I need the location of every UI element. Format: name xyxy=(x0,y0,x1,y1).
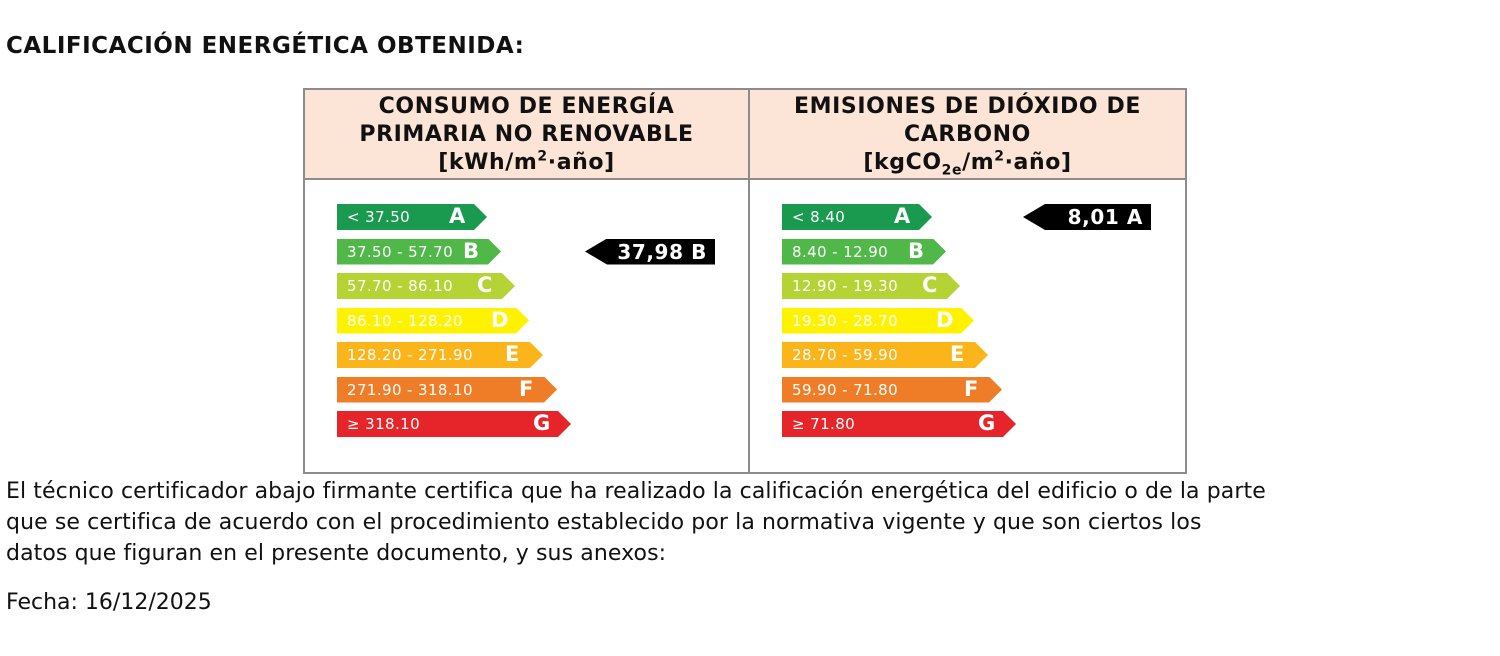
consumo-heading-line2: PRIMARIA NO RENOVABLE xyxy=(359,122,694,147)
rating-bar-range: 28.70 - 59.90 xyxy=(792,346,899,364)
certification-line: que se certifica de acuerdo con el proce… xyxy=(6,510,1202,535)
rating-bar-range: 57.70 - 86.10 xyxy=(347,277,454,295)
rating-bar-letter: B xyxy=(908,238,925,263)
rating-bar-letter: B xyxy=(463,238,480,263)
rating-bar-b: 37.50 - 57.70 B xyxy=(337,238,501,265)
rating-bar-range: 128.20 - 271.90 xyxy=(347,346,473,364)
rating-bar-letter: A xyxy=(894,204,911,228)
rating-bar-e: 128.20 - 271.90 E xyxy=(337,342,543,368)
consumo-header: CONSUMO DE ENERGÍA PRIMARIA NO RENOVABLE… xyxy=(305,90,748,180)
energy-rating-table: CONSUMO DE ENERGÍA PRIMARIA NO RENOVABLE… xyxy=(303,88,1187,474)
rating-bar-a: < 8.40 A xyxy=(782,204,932,230)
rating-bar-letter: G xyxy=(533,411,551,435)
document-title: CALIFICACIÓN ENERGÉTICA OBTENIDA: xyxy=(6,33,525,59)
rating-bar-c: 12.90 - 19.30 C xyxy=(782,273,960,299)
rating-bar-range: ≥ 318.10 xyxy=(347,415,421,433)
consumo-column: CONSUMO DE ENERGÍA PRIMARIA NO RENOVABLE… xyxy=(305,90,750,472)
rating-bar-letter: D xyxy=(936,307,954,332)
emisiones-unit: [kgCO2e/m2·año] xyxy=(863,148,1072,179)
emisiones-heading-line2: CARBONO xyxy=(904,122,1031,147)
rating-bar-range: < 8.40 xyxy=(792,208,846,226)
emisiones-column: EMISIONES DE DIÓXIDO DE CARBONO [kgCO2e/… xyxy=(750,90,1185,472)
rating-bar-letter: C xyxy=(477,273,493,297)
rating-bar-letter: F xyxy=(519,376,534,401)
rating-bar-c: 57.70 - 86.10 C xyxy=(337,273,515,299)
rating-indicator: 8,01 A xyxy=(1023,204,1151,230)
rating-bar-f: 271.90 - 318.10 F xyxy=(337,376,557,403)
rating-bar-a: < 37.50 A xyxy=(337,204,487,230)
emisiones-heading-line1: EMISIONES DE DIÓXIDO DE xyxy=(794,94,1141,119)
consumo-unit: [kWh/m2·año] xyxy=(438,148,615,175)
rating-bar-letter: A xyxy=(449,204,466,228)
rating-bar-range: 19.30 - 28.70 xyxy=(792,311,899,330)
rating-bar-letter: C xyxy=(922,273,938,297)
rating-bar-range: 271.90 - 318.10 xyxy=(347,380,473,399)
rating-bar-letter: G xyxy=(978,411,996,435)
rating-bar-letter: E xyxy=(505,342,520,366)
rating-bar-range: ≥ 71.80 xyxy=(792,415,856,433)
certification-date: Fecha: 16/12/2025 xyxy=(6,590,212,615)
rating-bar-range: 86.10 - 128.20 xyxy=(347,311,463,330)
emisiones-header: EMISIONES DE DIÓXIDO DE CARBONO [kgCO2e/… xyxy=(750,90,1185,180)
rating-bar-e: 28.70 - 59.90 E xyxy=(782,342,988,368)
rating-bar-letter: E xyxy=(950,342,965,366)
rating-bar-letter: D xyxy=(491,307,509,332)
rating-bar-range: 8.40 - 12.90 xyxy=(792,242,889,261)
certification-line: datos que figuran en el presente documen… xyxy=(6,541,667,566)
consumo-scale: < 37.50 A 37.50 - 57.70 B 57.70 - 86.10 C 86.1… xyxy=(305,182,748,472)
rating-bar-b: 8.40 - 12.90 B xyxy=(782,238,946,265)
rating-bar-range: 59.90 - 71.80 xyxy=(792,380,899,399)
rating-bar-range: 37.50 - 57.70 xyxy=(347,242,454,261)
rating-bar-range: 12.90 - 19.30 xyxy=(792,277,899,295)
consumo-heading-line1: CONSUMO DE ENERGÍA xyxy=(378,94,675,119)
rating-bar-letter: F xyxy=(964,376,979,401)
rating-bar-f: 59.90 - 71.80 F xyxy=(782,376,1002,403)
rating-bar-d: 86.10 - 128.20 D xyxy=(337,307,529,334)
rating-bar-g: ≥ 318.10 G xyxy=(337,411,571,437)
rating-bar-g: ≥ 71.80 G xyxy=(782,411,1016,437)
emisiones-scale: < 8.40 A 8.40 - 12.90 B 12.90 - 19.30 C 19.30 … xyxy=(750,182,1185,472)
rating-indicator: 37,98 B xyxy=(585,238,715,265)
certification-statement: El técnico certificador abajo firmante c… xyxy=(6,476,1496,569)
rating-bar-d: 19.30 - 28.70 D xyxy=(782,307,974,334)
certification-line: El técnico certificador abajo firmante c… xyxy=(6,479,1266,504)
rating-bar-range: < 37.50 xyxy=(347,208,411,226)
